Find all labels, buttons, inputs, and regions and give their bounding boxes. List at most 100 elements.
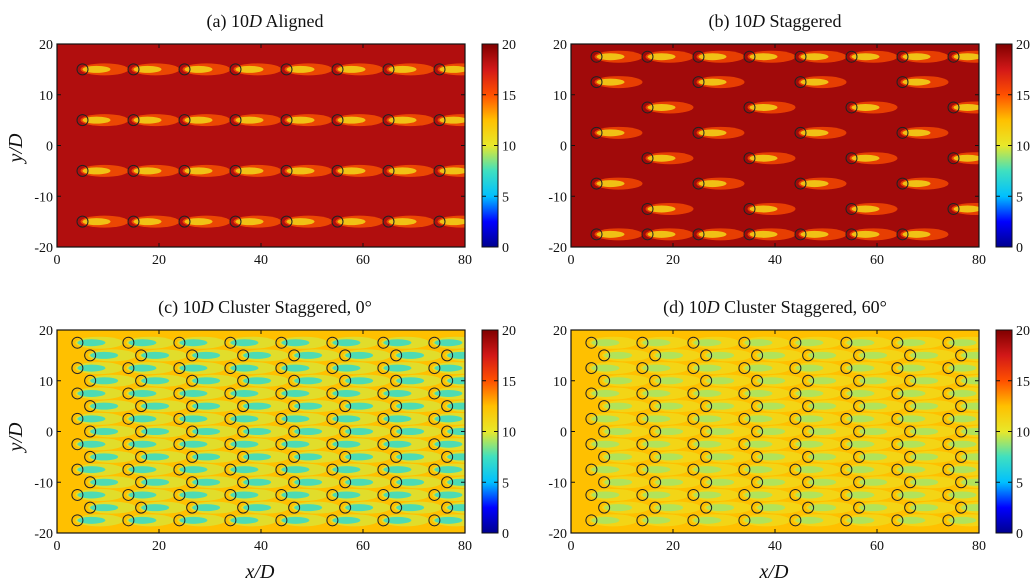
turbine-marker [84, 349, 97, 362]
wake-core [447, 504, 465, 512]
x-tick-label: 0 [568, 253, 575, 268]
wake-core [591, 389, 620, 397]
turbine-marker [896, 228, 909, 241]
turbine-marker [339, 450, 352, 463]
wake-core [706, 351, 735, 359]
wake-core [757, 351, 786, 359]
wake-core [447, 377, 465, 385]
wake-core [294, 377, 323, 385]
wake-core [447, 453, 465, 461]
wake-core [77, 389, 106, 397]
colorbar-tick-label: 15 [1016, 89, 1030, 104]
turbine-marker [955, 374, 968, 387]
wake-core [604, 453, 633, 461]
turbine-marker [390, 450, 403, 463]
panel-d: 0 20 40 60 80 -20 -10 0 10 20 (d) 10D Cluster Stag… [548, 297, 1030, 554]
wake-core [141, 402, 170, 410]
wake-core [591, 491, 620, 499]
turbine-marker [598, 400, 611, 413]
wake-core [383, 491, 412, 499]
wake-core [243, 428, 272, 435]
turbine-marker [738, 514, 751, 527]
turbine-marker [377, 336, 390, 349]
turbine-marker [229, 114, 242, 127]
turbine-marker [687, 387, 700, 400]
wake-core [693, 466, 722, 474]
wake-core [642, 516, 671, 524]
turbine-marker [135, 450, 148, 463]
colorbar-tick-label: 10 [1016, 140, 1030, 155]
wake-core [141, 453, 170, 461]
wake-core [693, 339, 722, 347]
y-axis-label-bottom: y/D [5, 422, 27, 453]
y-tick-label: 20 [553, 38, 567, 53]
wake-core [192, 478, 221, 486]
turbine-marker [331, 114, 344, 127]
turbine-marker [794, 228, 807, 241]
turbine-marker [326, 514, 339, 527]
turbine-marker [390, 501, 403, 514]
turbine-marker [186, 349, 199, 362]
turbine-marker [891, 463, 904, 476]
wake-core [604, 478, 633, 486]
wake-core [337, 167, 366, 175]
turbine-marker [428, 438, 441, 451]
wake-core [192, 428, 221, 435]
wake-core [77, 516, 106, 524]
panel-title: (a) 10D Aligned [207, 11, 324, 32]
turbine-marker [751, 349, 764, 362]
turbine-marker [789, 514, 802, 527]
wake-core [388, 116, 417, 124]
turbine-marker [942, 438, 955, 451]
wake-core [749, 205, 778, 213]
wake-core [706, 377, 735, 385]
wake-core [179, 415, 208, 423]
turbine-marker [598, 425, 611, 438]
wake-core [706, 453, 735, 461]
wake-core [910, 402, 939, 410]
y-tick-label: 0 [560, 140, 567, 155]
wake-core [846, 364, 875, 372]
turbine-marker [237, 425, 250, 438]
turbine-marker [382, 114, 395, 127]
wake-core [749, 103, 778, 111]
turbine-marker [84, 400, 97, 413]
turbine-marker [441, 400, 454, 413]
wake-core [859, 351, 888, 359]
wake-core [953, 205, 979, 213]
turbine-marker [76, 215, 89, 228]
turbine-marker [891, 387, 904, 400]
colorbar-tick-label: 5 [1016, 190, 1023, 205]
turbine-marker [947, 50, 960, 63]
x-tick-label: 60 [870, 253, 884, 268]
turbine-marker [692, 76, 705, 89]
wake-core [851, 205, 880, 213]
turbine-marker [224, 336, 237, 349]
y-tick-label: 10 [553, 89, 567, 104]
wake-core [655, 377, 684, 385]
wake-core [698, 129, 727, 137]
turbine-marker [891, 438, 904, 451]
turbine-marker [173, 362, 186, 375]
wake-core [961, 377, 979, 385]
wake-core [693, 516, 722, 524]
wake-core [948, 440, 977, 448]
wake-core [286, 116, 315, 124]
turbine-marker [590, 50, 603, 63]
turbine-marker [390, 374, 403, 387]
wake-core [693, 364, 722, 372]
wake-core [642, 440, 671, 448]
wake-core [948, 415, 977, 423]
turbine-marker [390, 400, 403, 413]
wake-core [439, 116, 465, 124]
turbine-marker [441, 501, 454, 514]
turbine-marker [687, 412, 700, 425]
wake-core [961, 402, 979, 410]
wake-core [800, 180, 829, 188]
turbine-marker [76, 164, 89, 177]
wake-core [846, 466, 875, 474]
turbine-marker [178, 215, 191, 228]
wake-core [383, 516, 412, 524]
turbine-marker [896, 76, 909, 89]
turbine-marker [288, 450, 301, 463]
